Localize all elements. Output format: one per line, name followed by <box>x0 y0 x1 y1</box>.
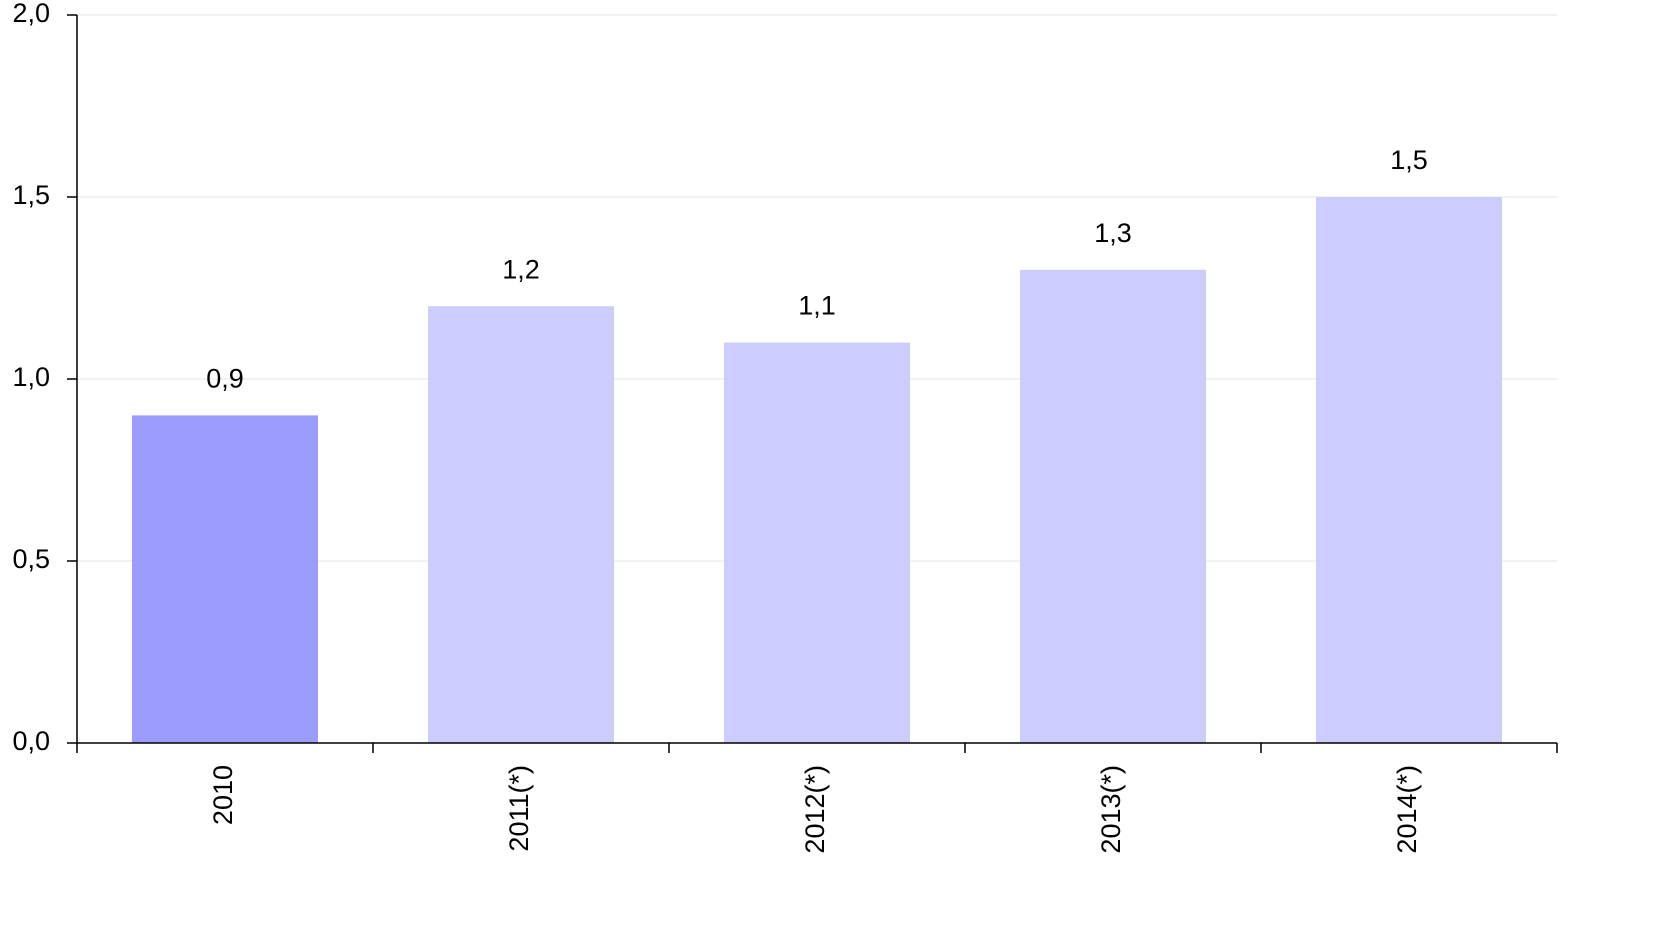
value-label: 0,9 <box>206 364 244 394</box>
value-label: 1,5 <box>1390 145 1428 175</box>
y-tick-label: 0,5 <box>12 544 50 574</box>
y-tick-label: 1,5 <box>12 180 50 210</box>
bar <box>724 342 910 743</box>
x-tick-label: 2011(*) <box>504 765 534 852</box>
bar <box>1020 269 1206 743</box>
value-label: 1,2 <box>502 254 540 284</box>
bar <box>1316 197 1502 743</box>
value-label: 1,3 <box>1094 218 1132 248</box>
bar <box>132 415 318 743</box>
x-tick-label: 2013(*) <box>1096 765 1126 854</box>
x-tick-label: 2010 <box>208 765 238 825</box>
y-tick-label: 0,0 <box>12 726 50 756</box>
y-tick-label: 2,0 <box>12 0 50 28</box>
x-tick-label: 2012(*) <box>800 765 830 854</box>
bar <box>428 306 614 743</box>
value-label: 1,1 <box>798 291 836 321</box>
x-tick-label: 2014(*) <box>1392 765 1422 854</box>
y-tick-label: 1,0 <box>12 362 50 392</box>
